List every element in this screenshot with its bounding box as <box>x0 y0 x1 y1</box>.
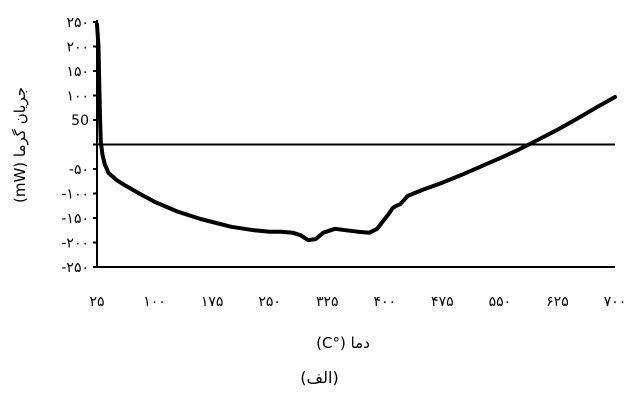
x-tick-label: ۲۵ <box>89 294 104 310</box>
x-tick-label: ۴۷۵ <box>431 294 454 310</box>
y-ticks: ۲۵۰ ۲۰۰ ۱۵۰ ۱۰۰ 50 -۵۰ -۱۰۰ -۱۵۰ -۲۰۰ -۲۵۰ <box>61 15 97 276</box>
y-tick-label: ۲۵۰ <box>66 15 89 31</box>
y-tick-label: ۱۵۰ <box>66 64 89 80</box>
x-tick-label: ۳۲۵ <box>316 294 339 310</box>
y-tick-label: -۱۵۰ <box>61 211 89 227</box>
heat-flow-curve <box>95 22 617 243</box>
x-tick-label: ۷۰۰ <box>604 294 627 310</box>
x-tick-label: ۲۵۰ <box>258 294 281 310</box>
x-tick-label: ۵۵۰ <box>489 294 512 310</box>
y-tick-label: -۲۵۰ <box>61 260 89 276</box>
y-axis-title: جریان گرما (mW) <box>11 87 29 203</box>
x-tick-label: ۴۰۰ <box>373 294 396 310</box>
x-ticks: ۲۵ ۱۰۰ ۱۷۵ ۲۵۰ ۳۲۵ ۴۰۰ ۴۷۵ ۵۵۰ ۶۲۵ ۷۰۰ <box>89 294 626 310</box>
y-tick-label: 50 <box>71 113 89 129</box>
y-tick-label: -۱۰۰ <box>61 187 89 203</box>
x-tick-label: ۱۰۰ <box>143 294 166 310</box>
x-tick-label: ۱۷۵ <box>201 294 224 310</box>
y-tick-label: -۵۰ <box>69 162 89 178</box>
y-tick-label: ۱۰۰ <box>66 89 89 105</box>
x-axis-title: دما (°C) <box>316 334 370 352</box>
y-tick-label: -۲۰۰ <box>61 236 89 252</box>
y-tick-label: ۲۰۰ <box>66 40 89 56</box>
figure-caption: (الف) <box>300 368 339 387</box>
x-tick-label: ۶۲۵ <box>546 294 569 310</box>
